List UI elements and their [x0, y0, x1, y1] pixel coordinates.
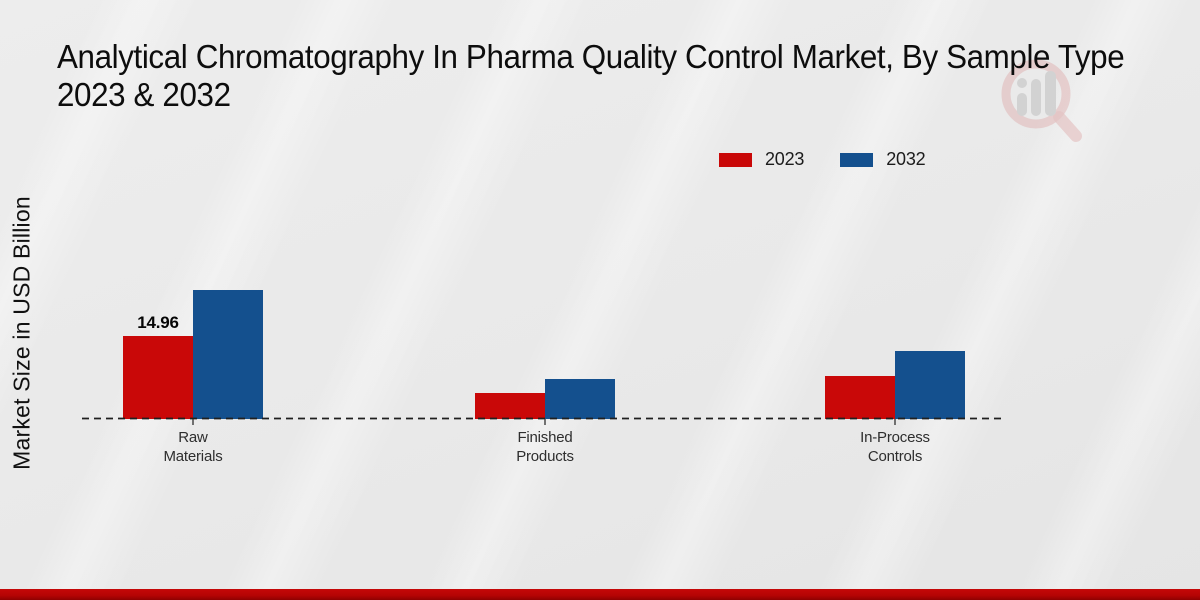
chart-title-line-1: Analytical Chromatography In Pharma Qual…: [57, 38, 1125, 75]
legend-item-2023: 2023: [719, 149, 804, 170]
footer-red-band: [0, 589, 1200, 600]
legend: 2023 2032: [719, 149, 926, 170]
legend-swatch-2023: [719, 152, 752, 167]
bar-2032-1: [193, 289, 263, 419]
watermark-logo: [998, 52, 1088, 151]
chart-title: Analytical Chromatography In Pharma Qual…: [57, 38, 1200, 114]
legend-swatch-2032: [840, 152, 874, 167]
bar-2023-1: [123, 336, 193, 419]
magnifier-bar-chart-icon: [1001, 59, 1082, 142]
legend-label-2032: 2032: [886, 149, 926, 169]
bar-2032-2: [545, 379, 615, 419]
x-axis-label-2: Finished Products: [516, 429, 574, 465]
chart-title-line-2: 2023 & 2032: [57, 76, 231, 113]
legend-label-2023: 2023: [765, 149, 805, 169]
legend-item-2032: 2032: [840, 149, 926, 170]
bar-2023-2: [475, 392, 545, 419]
bar-2032-3: [895, 350, 965, 419]
x-axis-label-3: In-Process Controls: [860, 429, 930, 465]
bar-2023-3: [825, 375, 895, 419]
x-axis-label-1: Raw Materials: [163, 429, 223, 465]
bar-value-label-2023-1: 14.96: [137, 313, 179, 332]
